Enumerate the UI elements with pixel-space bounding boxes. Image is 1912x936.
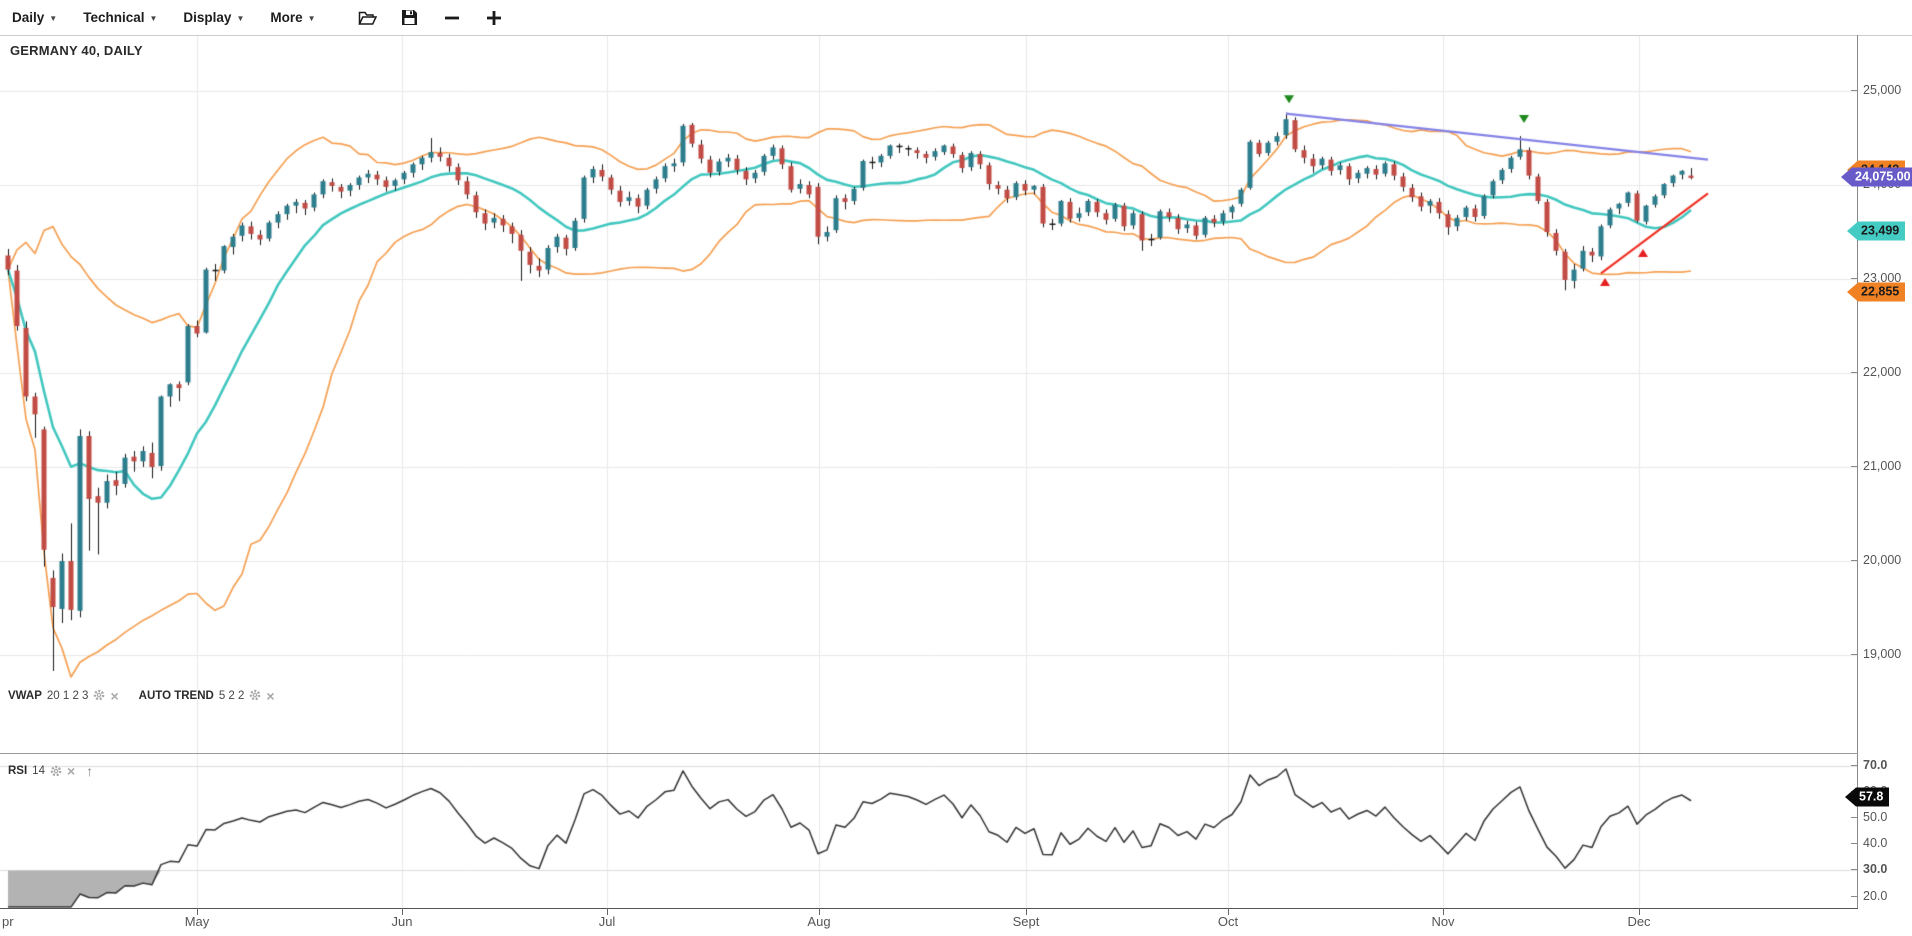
rsi-value-tag: 57.8 <box>1845 787 1890 807</box>
month-tick <box>197 908 198 915</box>
rsi-axis-label: 70.0 <box>1863 757 1888 772</box>
price-axis-label: 22,000 <box>1863 365 1902 379</box>
price-axis-tick <box>1851 466 1857 467</box>
rsi-settings-gear-icon[interactable] <box>50 765 62 780</box>
vwap-legend-name: VWAP <box>8 689 42 702</box>
month-tick <box>1026 908 1027 915</box>
menu-technical-label: Technical <box>83 10 145 25</box>
month-label: Oct <box>1217 914 1239 929</box>
save-icon[interactable] <box>400 8 420 28</box>
vwap-remove-icon[interactable]: × <box>110 687 119 704</box>
price-axis-label: 21,000 <box>1863 459 1902 473</box>
price-axis-label: 19,000 <box>1863 647 1902 661</box>
vwap-settings-gear-icon[interactable] <box>93 689 105 704</box>
rsi-axis-tick <box>1851 764 1857 766</box>
pane-separator[interactable] <box>0 753 1858 754</box>
zoom-in-icon[interactable] <box>484 8 504 28</box>
price-axis-tick <box>1851 90 1857 91</box>
month-tick <box>1639 908 1640 915</box>
overlay-legend: VWAP 20 1 2 3 × AUTO TREND 5 2 2 × <box>8 688 275 703</box>
price-axis-label: 20,000 <box>1863 553 1902 567</box>
autotrend-legend-params: 5 2 2 <box>218 689 245 702</box>
month-label: pr <box>2 914 14 929</box>
month-tick <box>1443 908 1444 915</box>
chevron-down-icon: ▼ <box>236 14 245 23</box>
rsi-axis-tick <box>1851 817 1857 818</box>
zoom-out-icon[interactable] <box>442 8 462 28</box>
rsi-legend-params: 14 <box>32 765 45 777</box>
price-axis-line <box>1857 35 1858 909</box>
month-tick <box>819 908 820 915</box>
rsi-axis-label: 20.0 <box>1863 888 1888 903</box>
price-axis-label: 23,000 <box>1863 271 1902 285</box>
month-label: Sept <box>1012 914 1040 929</box>
rsi-axis-tick <box>1851 869 1857 871</box>
price-axis-tick <box>1851 654 1857 655</box>
price-axis-label: 25,000 <box>1863 83 1902 97</box>
last-price-tag: 24,075.00 <box>1841 167 1912 187</box>
price-axis-tick <box>1851 560 1857 561</box>
menu-more[interactable]: More ▼ <box>270 10 315 25</box>
rsi-remove-icon[interactable]: × <box>66 763 76 779</box>
chevron-down-icon: ▼ <box>307 14 316 23</box>
toolbar: Daily ▼ Technical ▼ Display ▼ More ▼ <box>0 0 1912 35</box>
month-label: Nov <box>1431 914 1455 929</box>
vwap-price-tag: 23,499 <box>1847 221 1906 241</box>
open-folder-icon[interactable] <box>358 8 378 28</box>
rsi-axis-tick <box>1851 895 1857 897</box>
month-label: Jun <box>391 914 413 929</box>
price-axis-tick <box>1851 278 1857 279</box>
price-axis-tick <box>1851 372 1857 373</box>
chevron-down-icon: ▼ <box>149 14 158 23</box>
month-tick <box>402 908 403 915</box>
rsi-move-up-icon[interactable]: ↑ <box>86 763 94 779</box>
month-label: May <box>184 914 210 929</box>
autotrend-settings-gear-icon[interactable] <box>249 689 261 704</box>
month-tick <box>607 908 608 915</box>
month-label: Dec <box>1627 914 1651 929</box>
rsi-axis-tick <box>1851 843 1857 845</box>
time-axis-line <box>0 908 1858 909</box>
month-tick <box>1228 908 1229 915</box>
autotrend-remove-icon[interactable]: × <box>266 687 275 704</box>
month-label: Jul <box>598 914 616 929</box>
rsi-axis-label: 30.0 <box>1863 862 1888 877</box>
menu-more-label: More <box>270 10 303 25</box>
lower-band-price-tag: 22,855 <box>1847 282 1906 302</box>
page-title: GERMANY 40, DAILY <box>10 43 143 58</box>
autotrend-legend-name: AUTO TREND <box>138 689 214 702</box>
month-label: Aug <box>807 914 831 929</box>
chart-top-border <box>0 35 1912 36</box>
menu-display-label: Display <box>183 10 232 25</box>
rsi-axis-label: 40.0 <box>1863 836 1888 851</box>
menu-daily-label: Daily <box>12 10 45 25</box>
vwap-legend-params: 20 1 2 3 <box>46 689 89 702</box>
menu-technical[interactable]: Technical ▼ <box>83 10 157 25</box>
rsi-legend: RSI 14 × ↑ <box>8 763 93 779</box>
menu-daily[interactable]: Daily ▼ <box>12 10 57 25</box>
chevron-down-icon: ▼ <box>49 14 58 23</box>
rsi-axis-label: 50.0 <box>1863 810 1888 824</box>
menu-display[interactable]: Display ▼ <box>183 10 244 25</box>
price-chart-canvas[interactable] <box>0 36 1857 909</box>
rsi-legend-name: RSI <box>8 765 28 777</box>
